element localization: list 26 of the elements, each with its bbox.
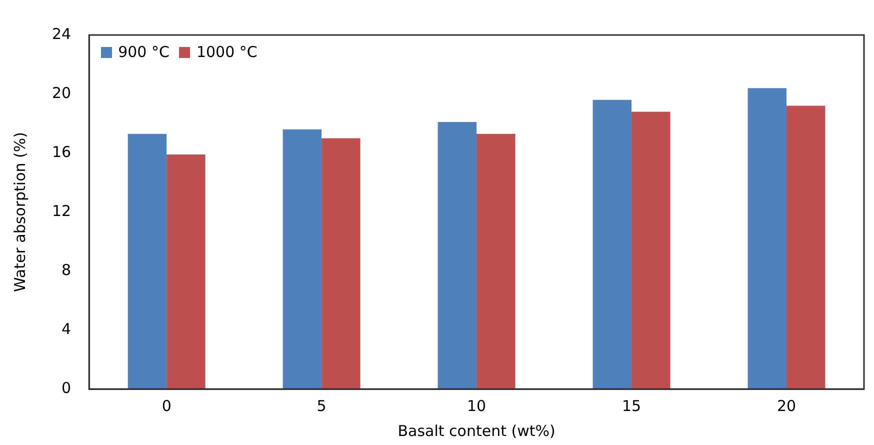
- x-tick-label: 15: [622, 396, 642, 415]
- y-tick-label: 12: [52, 202, 72, 220]
- x-tick-label: 0: [162, 396, 172, 415]
- bar: [322, 138, 360, 389]
- y-tick-label: 0: [62, 378, 72, 397]
- bar: [166, 154, 206, 389]
- bar: [786, 106, 826, 389]
- x-tick-label: 10: [466, 396, 486, 415]
- bar: [128, 134, 167, 389]
- x-tick-label: 20: [776, 396, 796, 415]
- bar: [282, 129, 322, 389]
- bar: [632, 112, 670, 389]
- y-tick-label: 24: [52, 24, 72, 43]
- y-axis-title: Water absorption (%): [10, 132, 29, 292]
- bar: [592, 100, 632, 389]
- y-tick-label: 16: [52, 142, 72, 161]
- y-tick-label: 8: [62, 260, 72, 279]
- x-axis-title: Basalt content (wt%): [398, 422, 556, 440]
- y-tick-label: 20: [52, 84, 72, 102]
- bar: [476, 134, 516, 389]
- bar: [438, 122, 477, 389]
- legend-label: 900 °C: [118, 43, 170, 61]
- legend-label: 1000 °C: [196, 43, 258, 61]
- bar: [748, 88, 787, 389]
- x-tick-label: 5: [316, 396, 326, 415]
- y-tick-label: 4: [62, 320, 72, 338]
